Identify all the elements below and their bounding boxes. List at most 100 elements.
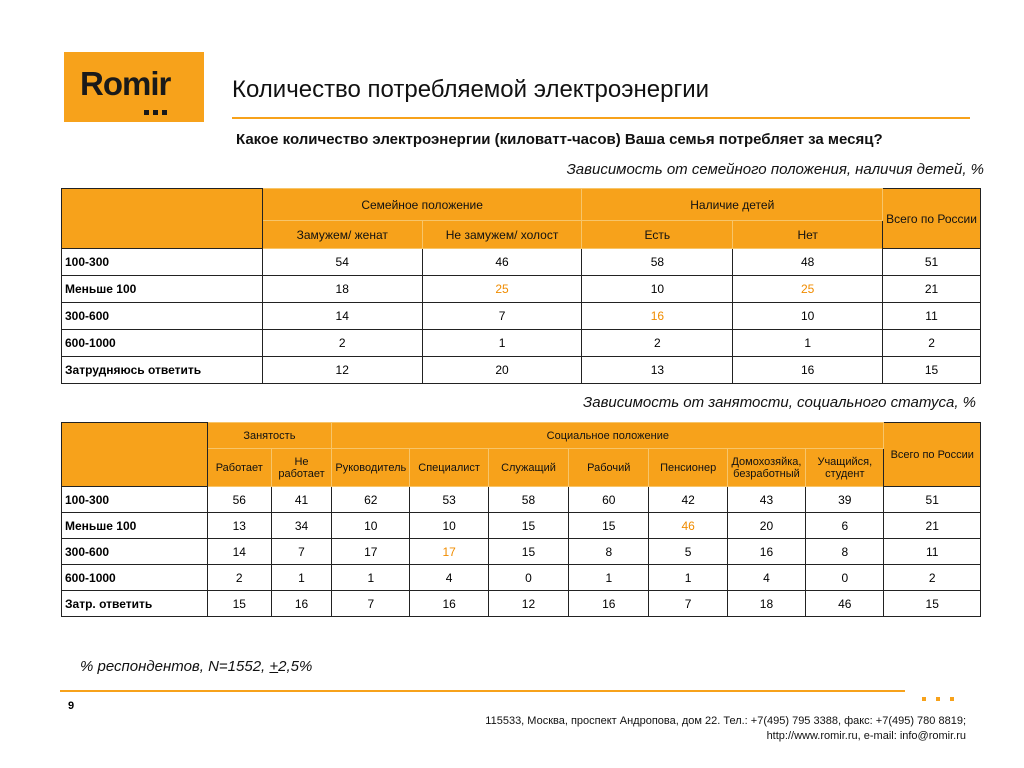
cell: 10 [732, 302, 884, 330]
total-header: Всего по России [882, 188, 981, 249]
table1-caption: Зависимость от семейного положения, нали… [566, 161, 984, 178]
cell: 1 [270, 564, 333, 591]
cell: 0 [805, 564, 885, 591]
plus-minus-sign: + [269, 658, 279, 675]
cell: 5 [648, 538, 728, 565]
cell: 12 [487, 590, 570, 617]
contacts-line: http://www.romir.ru, e-mail: info@romir.… [766, 730, 966, 742]
romir-logo: Romir [64, 52, 204, 122]
row-label: 600-1000 [61, 329, 263, 357]
group-header-children: Наличие детей [581, 188, 884, 221]
row-label: Меньше 100 [61, 275, 263, 303]
table-row: 600-1000 2 1 2 1 2 [61, 329, 981, 357]
col-header: Пенсионер [648, 448, 728, 487]
cell: 11 [883, 538, 981, 565]
corner-cell [61, 188, 263, 249]
cell: 21 [883, 512, 981, 539]
cell: 60 [568, 486, 650, 513]
cell: 51 [883, 486, 981, 513]
total-header: Всего по России [883, 422, 981, 487]
col-header: Есть [581, 220, 734, 249]
cell: 6 [805, 512, 885, 539]
cell: 13 [206, 512, 272, 539]
col-header: Руководитель [331, 448, 411, 487]
col-header: Не работает [270, 448, 333, 487]
cell: 1 [331, 564, 411, 591]
cell: 15 [487, 512, 570, 539]
cell: 15 [883, 590, 981, 617]
address-line: 115533, Москва, проспект Андропова, дом … [485, 715, 966, 727]
cell: 1 [648, 564, 728, 591]
cell-highlighted: 17 [409, 538, 489, 565]
cell: 16 [732, 356, 884, 384]
logo-text: Romir [80, 65, 171, 102]
cell: 43 [726, 486, 807, 513]
cell: 18 [726, 590, 807, 617]
cell: 7 [648, 590, 728, 617]
table-row: Меньше 100 18 25 10 25 21 [61, 275, 981, 303]
cell: 7 [270, 538, 333, 565]
row-label: 100-300 [61, 248, 263, 276]
cell: 4 [409, 564, 489, 591]
cell: 0 [487, 564, 570, 591]
cell: 11 [882, 302, 981, 330]
cell: 58 [581, 248, 734, 276]
cell: 2 [206, 564, 272, 591]
cell-highlighted: 25 [732, 275, 884, 303]
col-header: Специалист [409, 448, 489, 487]
row-label: Меньше 100 [61, 512, 208, 539]
cell: 16 [568, 590, 650, 617]
table-row: 100-300 54 46 58 48 51 [61, 248, 981, 276]
cell: 39 [805, 486, 885, 513]
corner-cell [61, 422, 208, 487]
cell: 8 [568, 538, 650, 565]
cell: 20 [421, 356, 583, 384]
cell: 15 [882, 356, 981, 384]
cell: 62 [331, 486, 411, 513]
cell-highlighted: 16 [581, 302, 734, 330]
cell: 18 [261, 275, 423, 303]
cell: 41 [270, 486, 333, 513]
cell: 16 [409, 590, 489, 617]
cell: 20 [726, 512, 807, 539]
cell-highlighted: 25 [421, 275, 583, 303]
cell: 34 [270, 512, 333, 539]
group-header-family: Семейное положение [261, 188, 583, 221]
cell: 2 [581, 329, 734, 357]
row-label: Затр. ответить [61, 590, 208, 617]
cell: 17 [331, 538, 411, 565]
row-label: 300-600 [61, 538, 208, 565]
survey-question: Какое количество электроэнергии (киловат… [236, 131, 883, 148]
cell: 10 [331, 512, 411, 539]
sample-note: % респондентов, N=1552, +2,5% [80, 658, 312, 675]
cell: 51 [882, 248, 981, 276]
logo-dots-icon [144, 102, 171, 120]
table-row: Меньше 100 13 34 10 10 15 15 46 20 6 21 [61, 512, 981, 539]
note-suffix: 2,5% [278, 658, 313, 675]
table-row: 300-600 14 7 17 17 15 8 5 16 8 11 [61, 538, 981, 565]
cell: 56 [206, 486, 272, 513]
title-divider [232, 117, 970, 119]
cell: 2 [883, 564, 981, 591]
cell: 15 [487, 538, 570, 565]
group-header-social: Социальное положение [331, 422, 885, 449]
cell: 1 [421, 329, 583, 357]
cell: 21 [882, 275, 981, 303]
col-header: Рабочий [568, 448, 650, 487]
cell: 48 [732, 248, 884, 276]
col-header: Служащий [487, 448, 570, 487]
cell: 4 [726, 564, 807, 591]
footer-divider [60, 690, 905, 692]
footer-address: 115533, Москва, проспект Андропова, дом … [485, 714, 966, 744]
table-row: 300-600 14 7 16 10 11 [61, 302, 981, 330]
row-label: 300-600 [61, 302, 263, 330]
cell: 42 [648, 486, 728, 513]
cell: 16 [726, 538, 807, 565]
employment-status-table: Занятость Социальное положение Всего по … [61, 422, 981, 617]
cell: 15 [568, 512, 650, 539]
table2-caption: Зависимость от занятости, социального ст… [583, 394, 976, 411]
cell: 15 [206, 590, 272, 617]
cell: 10 [581, 275, 734, 303]
col-header: Домохозяйка, безработный [726, 448, 807, 487]
cell: 14 [261, 302, 423, 330]
